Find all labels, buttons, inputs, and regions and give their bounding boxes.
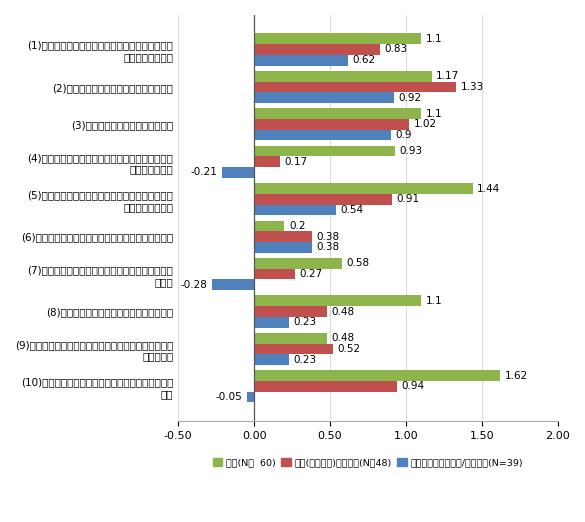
Bar: [254, 258, 342, 269]
Text: 0.27: 0.27: [300, 269, 323, 279]
Bar: [254, 55, 348, 66]
Text: 1.1: 1.1: [426, 34, 442, 44]
Text: 0.52: 0.52: [338, 344, 361, 354]
Bar: [254, 33, 421, 44]
Bar: [254, 333, 327, 343]
Text: 0.58: 0.58: [347, 258, 370, 268]
Text: 1.1: 1.1: [426, 109, 442, 118]
Bar: [254, 183, 473, 194]
Text: 0.48: 0.48: [332, 306, 355, 316]
Text: 0.93: 0.93: [400, 146, 423, 156]
Text: -0.28: -0.28: [180, 280, 207, 290]
Text: 0.23: 0.23: [294, 354, 316, 365]
Text: 1.1: 1.1: [426, 296, 442, 306]
Text: 1.17: 1.17: [436, 71, 459, 81]
Bar: [254, 119, 409, 129]
Text: 1.33: 1.33: [460, 82, 484, 92]
Bar: [254, 81, 456, 92]
Text: 0.92: 0.92: [398, 92, 421, 103]
Text: 0.48: 0.48: [332, 333, 355, 343]
Bar: [254, 381, 397, 392]
Text: 1.44: 1.44: [477, 184, 500, 194]
Bar: [254, 205, 336, 215]
Bar: [212, 279, 254, 290]
Bar: [254, 92, 394, 103]
Text: 0.91: 0.91: [397, 194, 420, 204]
Text: 0.9: 0.9: [395, 130, 412, 140]
Bar: [254, 317, 289, 328]
Text: 0.38: 0.38: [316, 242, 339, 252]
Bar: [254, 306, 327, 317]
Text: -0.05: -0.05: [215, 392, 242, 402]
Text: 0.54: 0.54: [340, 205, 364, 215]
Bar: [254, 71, 432, 81]
Bar: [254, 354, 289, 365]
Text: 0.94: 0.94: [401, 382, 425, 392]
Text: 1.02: 1.02: [414, 120, 436, 129]
Bar: [254, 129, 391, 140]
Bar: [246, 392, 254, 402]
Bar: [254, 231, 312, 242]
Text: 1.62: 1.62: [504, 371, 528, 381]
Bar: [254, 343, 333, 354]
Text: 0.23: 0.23: [294, 317, 316, 327]
Bar: [254, 221, 284, 231]
Bar: [254, 108, 421, 119]
Bar: [254, 157, 280, 167]
Bar: [254, 146, 395, 157]
Bar: [254, 269, 295, 279]
Bar: [254, 44, 380, 55]
Bar: [254, 295, 421, 306]
Text: 0.83: 0.83: [384, 44, 408, 54]
Bar: [254, 242, 312, 253]
Bar: [254, 194, 392, 205]
Bar: [254, 370, 500, 381]
Text: 0.38: 0.38: [316, 232, 339, 242]
Text: 0.2: 0.2: [289, 221, 305, 231]
Text: 0.62: 0.62: [353, 55, 376, 65]
Legend: 企業(N＝  60), 銀行(信託以外)・生損保(N＝48), 信託銀行・投資信託/投資顧問(N=39): 企業(N＝ 60), 銀行(信託以外)・生損保(N＝48), 信託銀行・投資信託…: [209, 454, 527, 471]
Bar: [222, 167, 254, 178]
Text: 0.17: 0.17: [284, 157, 308, 167]
Text: -0.21: -0.21: [191, 168, 218, 177]
